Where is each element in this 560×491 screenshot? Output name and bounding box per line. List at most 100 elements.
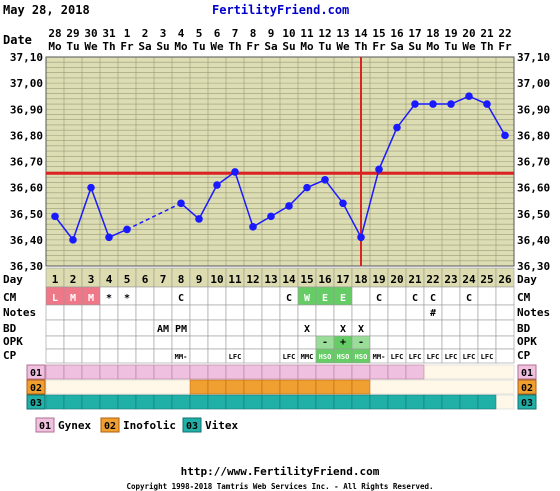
- weekday-label: Su: [408, 40, 421, 53]
- cell-text-day: 24: [462, 273, 476, 286]
- cell-text-day: 5: [124, 273, 131, 286]
- date-label: 21: [480, 27, 494, 40]
- med-cell: [441, 394, 461, 410]
- med-cell: [171, 364, 191, 380]
- cell-notes: [261, 304, 281, 321]
- cell-notes: [495, 304, 515, 321]
- cell-text-cm: C: [430, 293, 436, 304]
- cell-cm: [189, 286, 209, 306]
- cell-notes: [369, 304, 389, 321]
- y-tick-label-left: 36,70: [10, 156, 43, 169]
- date-label: 7: [232, 27, 239, 40]
- cell-bd: [45, 319, 65, 337]
- legend-number: 02: [104, 421, 116, 432]
- cell-text-day: 18: [354, 273, 367, 286]
- weekday-label: Su: [156, 40, 169, 53]
- cell-text-opk: -: [358, 337, 364, 348]
- weekday-label: Th: [354, 40, 367, 53]
- cell-cm: [207, 286, 227, 306]
- cell-cp: [99, 348, 119, 364]
- cell-text-cp: HSO: [337, 353, 350, 361]
- cell-text-cm: M: [70, 293, 76, 304]
- cell-text-day: 6: [142, 273, 149, 286]
- med-cell: [279, 394, 299, 410]
- row-label-bd: BD: [3, 322, 17, 335]
- temperature-point: [501, 131, 509, 140]
- weekday-label: Fr: [498, 40, 512, 53]
- cell-cm: [225, 286, 245, 306]
- cell-notes: [441, 304, 461, 321]
- y-tick-label-left: 36,30: [10, 260, 43, 273]
- cell-cm: [495, 286, 515, 306]
- cell-cm: [441, 286, 461, 306]
- temperature-line: [288, 187, 308, 207]
- cell-text-day: 14: [282, 273, 296, 286]
- y-tick-label-right: 36,60: [517, 182, 550, 195]
- cell-bd: [189, 319, 209, 337]
- row-label-opk: OPK: [3, 335, 23, 348]
- weekday-label: Sa: [390, 40, 403, 53]
- cell-cp: [153, 348, 173, 364]
- chart-date: May 28, 2018: [3, 3, 90, 17]
- temperature-line: [378, 127, 398, 170]
- cell-cp: [207, 348, 227, 364]
- cell-cm: [135, 286, 155, 306]
- legend-number: 01: [39, 421, 51, 432]
- med-cell: [153, 394, 173, 410]
- site-title[interactable]: FertilityFriend.com: [212, 3, 350, 17]
- temperature-line: [180, 202, 200, 220]
- cell-bd: [441, 319, 461, 337]
- y-tick-label-left: 36,90: [10, 103, 43, 116]
- weekday-label: Mo: [300, 40, 314, 53]
- temperature-point: [195, 215, 203, 223]
- med-cell: [45, 364, 65, 380]
- med-cell: [117, 364, 137, 380]
- legend-name: Gynex: [58, 419, 91, 432]
- cell-opk: [369, 335, 389, 350]
- cell-notes: [387, 304, 407, 321]
- legend-swatch: [35, 417, 55, 433]
- med-cell: [477, 394, 497, 410]
- weekday-label: Mo: [48, 40, 62, 53]
- row-label-right-cp: CP: [517, 349, 531, 362]
- date-label: 28: [48, 27, 61, 40]
- med-cell: [63, 364, 83, 380]
- legend-number: 03: [186, 421, 198, 432]
- cell-text-cm: C: [376, 293, 382, 304]
- cell-bd: [495, 319, 515, 337]
- cell-text-bd: X: [340, 324, 346, 335]
- med-cell: [351, 364, 371, 380]
- cell-cp: [117, 348, 137, 364]
- cell-text-day: 12: [246, 273, 259, 286]
- weekday-label: Su: [282, 40, 295, 53]
- cell-cm: [153, 286, 173, 306]
- weekday-label: Tu: [192, 40, 205, 53]
- cell-cp: [243, 348, 263, 364]
- legend-swatch: [100, 417, 120, 433]
- cell-opk: [189, 335, 209, 350]
- y-tick-label-right: 37,10: [517, 51, 550, 64]
- cell-text-cp: LFC: [391, 353, 404, 361]
- date-label: 8: [250, 27, 257, 40]
- cell-text-day: 19: [372, 273, 385, 286]
- med-cell: [225, 394, 245, 410]
- weekday-label: Fr: [372, 40, 386, 53]
- cell-opk: [459, 335, 479, 350]
- cell-opk: [45, 335, 65, 350]
- med-cell: [279, 379, 299, 395]
- temperature-line: [396, 103, 416, 128]
- legend-name: Vitex: [205, 419, 238, 432]
- weekday-label: Sa: [138, 40, 151, 53]
- cell-text-cp: MMC: [301, 353, 314, 361]
- cell-text-day: 2: [70, 273, 77, 286]
- cell-notes: [135, 304, 155, 321]
- med-cell: [387, 394, 407, 410]
- med-cell: [297, 379, 317, 395]
- cell-text-cp: LFC: [481, 353, 494, 361]
- temperature-point: [249, 223, 257, 231]
- cell-text-cm: *: [124, 293, 130, 304]
- weekday-label: Th: [228, 40, 241, 53]
- cell-text-day: 3: [88, 273, 95, 286]
- med-cell: [189, 394, 209, 410]
- cell-text-cm: C: [466, 293, 472, 304]
